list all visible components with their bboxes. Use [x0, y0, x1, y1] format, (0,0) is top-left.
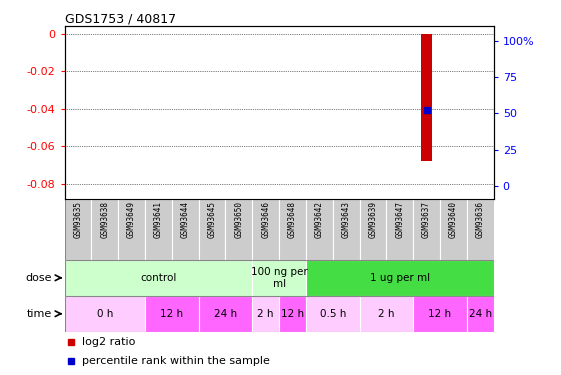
- Text: 24 h: 24 h: [214, 309, 237, 319]
- Bar: [172, 199, 199, 260]
- Text: GSM93637: GSM93637: [422, 201, 431, 238]
- Bar: [91, 199, 118, 260]
- Text: 2 h: 2 h: [257, 309, 274, 319]
- Bar: [252, 260, 306, 296]
- Bar: [421, 34, 432, 161]
- Bar: [467, 296, 494, 332]
- Text: 2 h: 2 h: [378, 309, 394, 319]
- Text: GSM93639: GSM93639: [369, 201, 378, 238]
- Bar: [65, 260, 252, 296]
- Text: 12 h: 12 h: [429, 309, 452, 319]
- Text: GSM93650: GSM93650: [234, 201, 243, 238]
- Bar: [279, 199, 306, 260]
- Text: GSM93638: GSM93638: [100, 201, 109, 238]
- Bar: [413, 199, 440, 260]
- Text: GSM93645: GSM93645: [208, 201, 217, 238]
- Bar: [387, 199, 413, 260]
- Bar: [65, 296, 145, 332]
- Text: GSM93641: GSM93641: [154, 201, 163, 238]
- Bar: [199, 199, 226, 260]
- Bar: [145, 199, 172, 260]
- Bar: [333, 199, 360, 260]
- Bar: [413, 296, 467, 332]
- Text: GSM93642: GSM93642: [315, 201, 324, 238]
- Text: GSM93646: GSM93646: [261, 201, 270, 238]
- Bar: [279, 296, 306, 332]
- Text: GSM93635: GSM93635: [73, 201, 82, 238]
- Text: 0 h: 0 h: [96, 309, 113, 319]
- Text: 12 h: 12 h: [160, 309, 183, 319]
- Bar: [360, 296, 413, 332]
- Text: control: control: [140, 273, 177, 283]
- Bar: [252, 199, 279, 260]
- Text: GSM93640: GSM93640: [449, 201, 458, 238]
- Text: percentile rank within the sample: percentile rank within the sample: [82, 356, 269, 366]
- Bar: [306, 199, 333, 260]
- Bar: [252, 296, 279, 332]
- Text: GSM93647: GSM93647: [396, 201, 404, 238]
- Bar: [65, 199, 91, 260]
- Text: time: time: [26, 309, 52, 319]
- Bar: [467, 199, 494, 260]
- Text: GSM93648: GSM93648: [288, 201, 297, 238]
- Text: dose: dose: [25, 273, 52, 283]
- Text: 12 h: 12 h: [281, 309, 304, 319]
- Text: GSM93643: GSM93643: [342, 201, 351, 238]
- Text: GSM93636: GSM93636: [476, 201, 485, 238]
- Text: GDS1753 / 40817: GDS1753 / 40817: [65, 12, 176, 25]
- Text: 24 h: 24 h: [468, 309, 492, 319]
- Text: GSM93649: GSM93649: [127, 201, 136, 238]
- Bar: [440, 199, 467, 260]
- Bar: [360, 199, 387, 260]
- Bar: [306, 296, 360, 332]
- Bar: [145, 296, 199, 332]
- Text: GSM93644: GSM93644: [181, 201, 190, 238]
- Text: log2 ratio: log2 ratio: [82, 337, 135, 346]
- Text: 0.5 h: 0.5 h: [320, 309, 346, 319]
- Bar: [199, 296, 252, 332]
- Bar: [226, 199, 252, 260]
- Text: 100 ng per
ml: 100 ng per ml: [251, 267, 307, 289]
- Bar: [118, 199, 145, 260]
- Text: 1 ug per ml: 1 ug per ml: [370, 273, 430, 283]
- Bar: [306, 260, 494, 296]
